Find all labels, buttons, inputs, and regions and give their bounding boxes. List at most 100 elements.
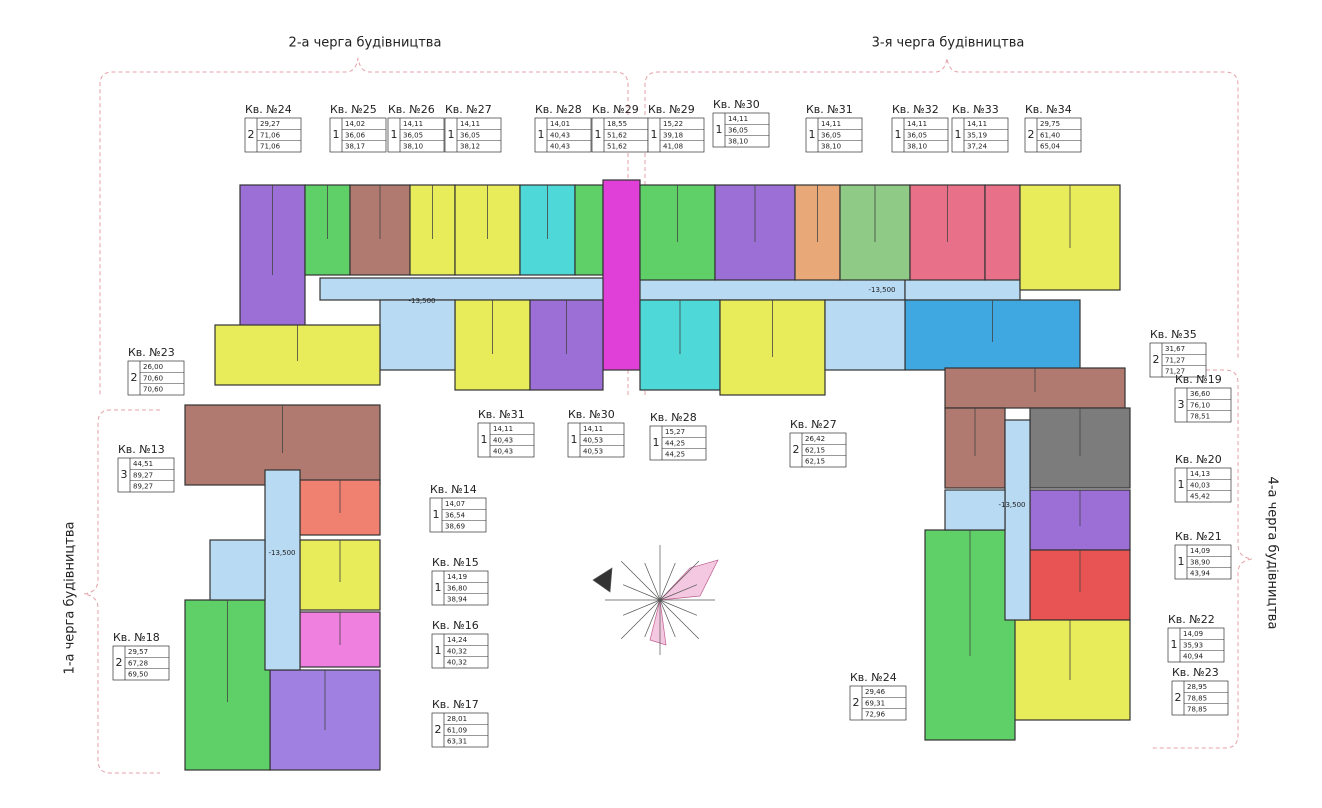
area-value: 35,19: [967, 131, 987, 139]
room-count: 1: [435, 581, 442, 594]
area-value: 69,31: [865, 699, 885, 707]
area-value: 70,60: [143, 386, 163, 394]
compass-ray: [659, 599, 676, 638]
area-box: [477, 422, 535, 458]
area-value: 15,22: [663, 120, 683, 128]
area-box: [117, 457, 175, 493]
area-value: 40,53: [583, 448, 603, 456]
apartment-number: Кв. №31: [806, 103, 853, 116]
apartment-number: Кв. №17: [432, 698, 479, 711]
level-mark: -13,500: [868, 286, 895, 294]
area-box: [244, 117, 302, 153]
area-value: 61,09: [447, 726, 467, 734]
unit-block: [602, 179, 641, 371]
phase-label: 3-я черга будівництва: [872, 36, 1025, 51]
area-box: [805, 117, 863, 153]
room-count: 1: [955, 128, 962, 141]
area-value: 36,06: [345, 131, 366, 139]
apartment-number: Кв. №16: [432, 619, 479, 632]
area-box: [649, 425, 707, 461]
area-value: 72,96: [865, 711, 886, 719]
level-mark: -13,500: [268, 549, 295, 557]
area-value: 14,01: [550, 120, 570, 128]
room-count: 1: [538, 128, 545, 141]
area-value: 71,06: [260, 143, 281, 151]
compass-ray: [620, 599, 661, 640]
room-count: 1: [571, 433, 578, 446]
area-box: [444, 117, 502, 153]
room-count: 1: [809, 128, 816, 141]
area-value: 38,10: [728, 138, 748, 146]
area-value: 36,05: [821, 131, 841, 139]
area-box: [647, 117, 705, 153]
room-count: 2: [131, 371, 138, 384]
area-value: 29,46: [865, 688, 886, 696]
apartment-number: Кв. №24: [850, 671, 897, 684]
room-count: 3: [1178, 398, 1185, 411]
area-value: 40,43: [493, 448, 513, 456]
phase-label: 1-а черга будівництва: [63, 522, 78, 675]
area-value: 44,25: [665, 439, 685, 447]
area-value: 40,53: [583, 436, 603, 444]
room-count: 2: [248, 128, 255, 141]
apartment-number: Кв. №30: [568, 408, 615, 421]
area-value: 14,09: [1190, 547, 1210, 555]
compass-rose: [592, 545, 719, 655]
area-value: 40,94: [1183, 653, 1204, 661]
area-value: 51,62: [607, 131, 627, 139]
area-value: 29,57: [128, 648, 148, 656]
area-value: 36,05: [460, 131, 480, 139]
unit-block: [944, 489, 1006, 531]
area-value: 18,55: [607, 120, 627, 128]
area-box: [329, 117, 387, 153]
apartment-number: Кв. №20: [1175, 453, 1222, 466]
apartment-number: Кв. №27: [445, 103, 492, 116]
apartment-number: Кв. №32: [892, 103, 939, 116]
area-value: 14,11: [728, 115, 748, 123]
area-value: 36,05: [728, 126, 748, 134]
area-value: 14,02: [345, 120, 365, 128]
apartment-number: Кв. №18: [113, 631, 160, 644]
area-value: 40,43: [550, 143, 570, 151]
area-value: 40,43: [493, 436, 513, 444]
room-count: 2: [793, 443, 800, 456]
unit-block: [379, 299, 456, 371]
area-box: [712, 112, 770, 148]
area-box: [951, 117, 1009, 153]
unit-block: [984, 184, 1021, 281]
building: -13,500 -13,500 -13,500 -13,500: [184, 179, 1131, 771]
room-count: 1: [895, 128, 902, 141]
area-value: 38,10: [821, 143, 841, 151]
unit-block: [1004, 419, 1031, 621]
unit-block: [904, 277, 1021, 301]
apartment-number: Кв. №22: [1168, 613, 1215, 626]
area-value: 44,25: [665, 451, 685, 459]
area-value: 61,40: [1040, 131, 1060, 139]
area-value: 40,32: [447, 659, 467, 667]
room-count: 2: [116, 656, 123, 669]
room-count: 1: [595, 128, 602, 141]
area-value: 14,11: [583, 425, 603, 433]
apartment-number: Кв. №19: [1175, 373, 1222, 386]
apartment-number: Кв. №21: [1175, 530, 1222, 543]
area-value: 26,42: [805, 435, 825, 443]
area-box: [849, 685, 907, 721]
level-mark: -13,500: [408, 297, 435, 305]
area-value: 14,11: [460, 120, 480, 128]
area-value: 51,62: [607, 143, 627, 151]
area-value: 28,01: [447, 715, 467, 723]
area-value: 62,15: [805, 446, 825, 454]
unit-block: [264, 469, 301, 671]
area-value: 14,13: [1190, 470, 1210, 478]
area-value: 36,05: [403, 131, 423, 139]
area-value: 38,94: [447, 596, 468, 604]
room-count: 1: [391, 128, 398, 141]
area-value: 14,09: [1183, 630, 1203, 638]
apartment-number: Кв. №27: [790, 418, 837, 431]
area-value: 36,54: [445, 511, 466, 519]
area-box: [891, 117, 949, 153]
apartment-number: Кв. №29: [648, 103, 695, 116]
area-value: 14,07: [445, 500, 465, 508]
area-value: 36,80: [447, 584, 467, 592]
